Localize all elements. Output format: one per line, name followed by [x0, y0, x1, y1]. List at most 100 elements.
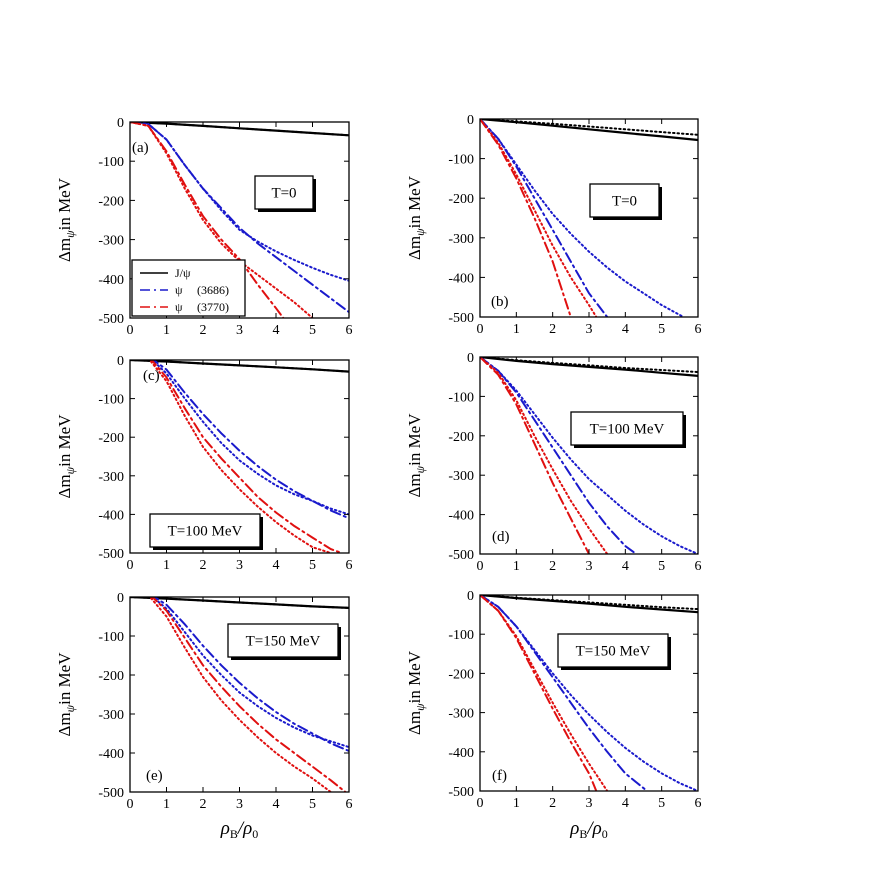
series-line--3686--dashdot — [152, 597, 349, 752]
x-tick-label: 3 — [236, 323, 243, 338]
y-tick-label: -200 — [448, 667, 474, 682]
x-axis-label: ρB/ρ0 — [220, 818, 259, 841]
y-tick-label: -300 — [98, 708, 124, 723]
x-tick-label: 2 — [549, 322, 556, 337]
x-tick-label: 1 — [513, 796, 520, 811]
y-label-main: Δm — [55, 474, 74, 498]
y-tick-label: -400 — [448, 271, 474, 286]
legend-mass-1: (3686) — [197, 283, 229, 297]
x-label-main: ρ — [569, 818, 579, 839]
y-label-sub: ψ — [413, 228, 427, 236]
x-tick-label: 5 — [309, 797, 316, 812]
legend-label-2: ψ — [175, 300, 183, 314]
series-line-companion-dotted — [150, 360, 349, 516]
x-tick-label: 4 — [622, 322, 629, 337]
panel-c: 0 1 2 3 4 5 6 0 -100 -200 -300 -400 -500 Δmψin MeV (c)… — [55, 354, 353, 573]
y-tick-label: -100 — [448, 628, 474, 643]
y-tick-label: -200 — [98, 431, 124, 446]
series-line--3770--dashdot — [130, 122, 285, 318]
y-axis-label: Δmψin MeV — [405, 413, 427, 498]
series-line-companion-dotted — [480, 119, 598, 317]
y-label-main: Δm — [405, 236, 424, 260]
y-axis-label: Δmψin MeV — [55, 414, 77, 499]
panel-label: (c) — [143, 368, 160, 384]
panel-label: (f) — [492, 768, 507, 784]
x-tick-label: 1 — [163, 797, 170, 812]
series-line-companion-dotted — [151, 597, 349, 749]
y-tick-label: -100 — [98, 630, 124, 645]
temperature-box — [149, 513, 261, 548]
y-tick-label: -500 — [448, 548, 474, 563]
x-tick-label: 6 — [695, 796, 702, 811]
y-tick-label: -100 — [98, 155, 124, 170]
y-label-tail: in MeV — [55, 414, 74, 467]
temperature-box — [227, 623, 339, 658]
y-tick-label: -400 — [448, 509, 474, 524]
y-label-main: Δm — [55, 712, 74, 736]
series-line--3686--dashdot — [480, 595, 649, 791]
panel-e: 0 1 2 3 4 5 6 0 -100 -200 -300 -400 -500 Δmψin MeV (e)… — [55, 591, 353, 841]
y-label-tail: in MeV — [55, 652, 74, 705]
x-label-sub1: B — [579, 827, 587, 841]
y-tick-label: -100 — [98, 393, 124, 408]
plot-frame — [479, 594, 699, 792]
series-line--3770--dashdot — [480, 595, 598, 791]
legend-label-0: J/ψ — [175, 266, 191, 280]
x-tick-label: 5 — [309, 558, 316, 573]
x-tick-label: 1 — [163, 558, 170, 573]
x-tick-label: 2 — [200, 558, 207, 573]
y-label-tail: in MeV — [55, 177, 74, 230]
y-axis-label: Δmψin MeV — [55, 177, 77, 262]
series-line-companion-dotted — [480, 357, 698, 554]
x-tick-label: 5 — [658, 322, 665, 337]
temperature-label: T=100 MeV — [590, 422, 665, 438]
x-tick-label: 1 — [513, 322, 520, 337]
x-tick-label: 4 — [273, 797, 280, 812]
y-tick-label: -200 — [98, 194, 124, 209]
series-line-companion-dotted — [130, 122, 314, 318]
legend-mass-2: (3770) — [197, 300, 229, 314]
y-axis-label: Δmψin MeV — [405, 650, 427, 735]
y-tick-label: -500 — [448, 311, 474, 326]
temperature-label: T=0 — [271, 186, 296, 202]
x-tick-label: 6 — [346, 323, 353, 338]
x-tick-label: 5 — [658, 559, 665, 574]
x-tick-label: 4 — [273, 323, 280, 338]
x-axis-label: ρB/ρ0 — [569, 818, 608, 841]
y-tick-label: -300 — [98, 470, 124, 485]
x-tick-label: 3 — [236, 797, 243, 812]
x-label-main: ρ — [220, 818, 230, 839]
x-tick-label: 5 — [658, 796, 665, 811]
y-label-sub: ψ — [413, 703, 427, 711]
series-line--3770--dashdot — [150, 597, 347, 792]
y-label-tail: in MeV — [405, 413, 424, 466]
y-tick-label: 0 — [467, 351, 474, 366]
x-tick-label: 0 — [477, 796, 484, 811]
x-tick-label: 2 — [549, 559, 556, 574]
x-tick-label: 1 — [163, 323, 170, 338]
temperature-label: T=150 MeV — [576, 644, 651, 660]
series-group — [480, 357, 698, 554]
y-tick-label: -500 — [448, 785, 474, 800]
temperature-box — [589, 183, 660, 218]
y-label-main: Δm — [405, 473, 424, 497]
series-line--3770--dashdot — [480, 357, 590, 554]
series-group — [480, 119, 698, 317]
y-tick-label: -400 — [98, 508, 124, 523]
y-tick-label: -500 — [98, 547, 124, 562]
x-tick-label: 6 — [695, 322, 702, 337]
x-tick-label: 4 — [622, 796, 629, 811]
y-tick-label: -300 — [448, 707, 474, 722]
x-tick-label: 3 — [586, 322, 593, 337]
y-axis-label: Δmψin MeV — [55, 652, 77, 737]
x-tick-label: 4 — [273, 558, 280, 573]
x-tick-label: 3 — [586, 559, 593, 574]
x-label-sub2: 0 — [602, 827, 608, 841]
legend-label-1: ψ — [175, 283, 183, 297]
x-tick-label: 2 — [200, 797, 207, 812]
x-tick-label: 1 — [513, 559, 520, 574]
series-line--3686--dashdot — [151, 360, 349, 520]
x-tick-label: 0 — [127, 797, 134, 812]
